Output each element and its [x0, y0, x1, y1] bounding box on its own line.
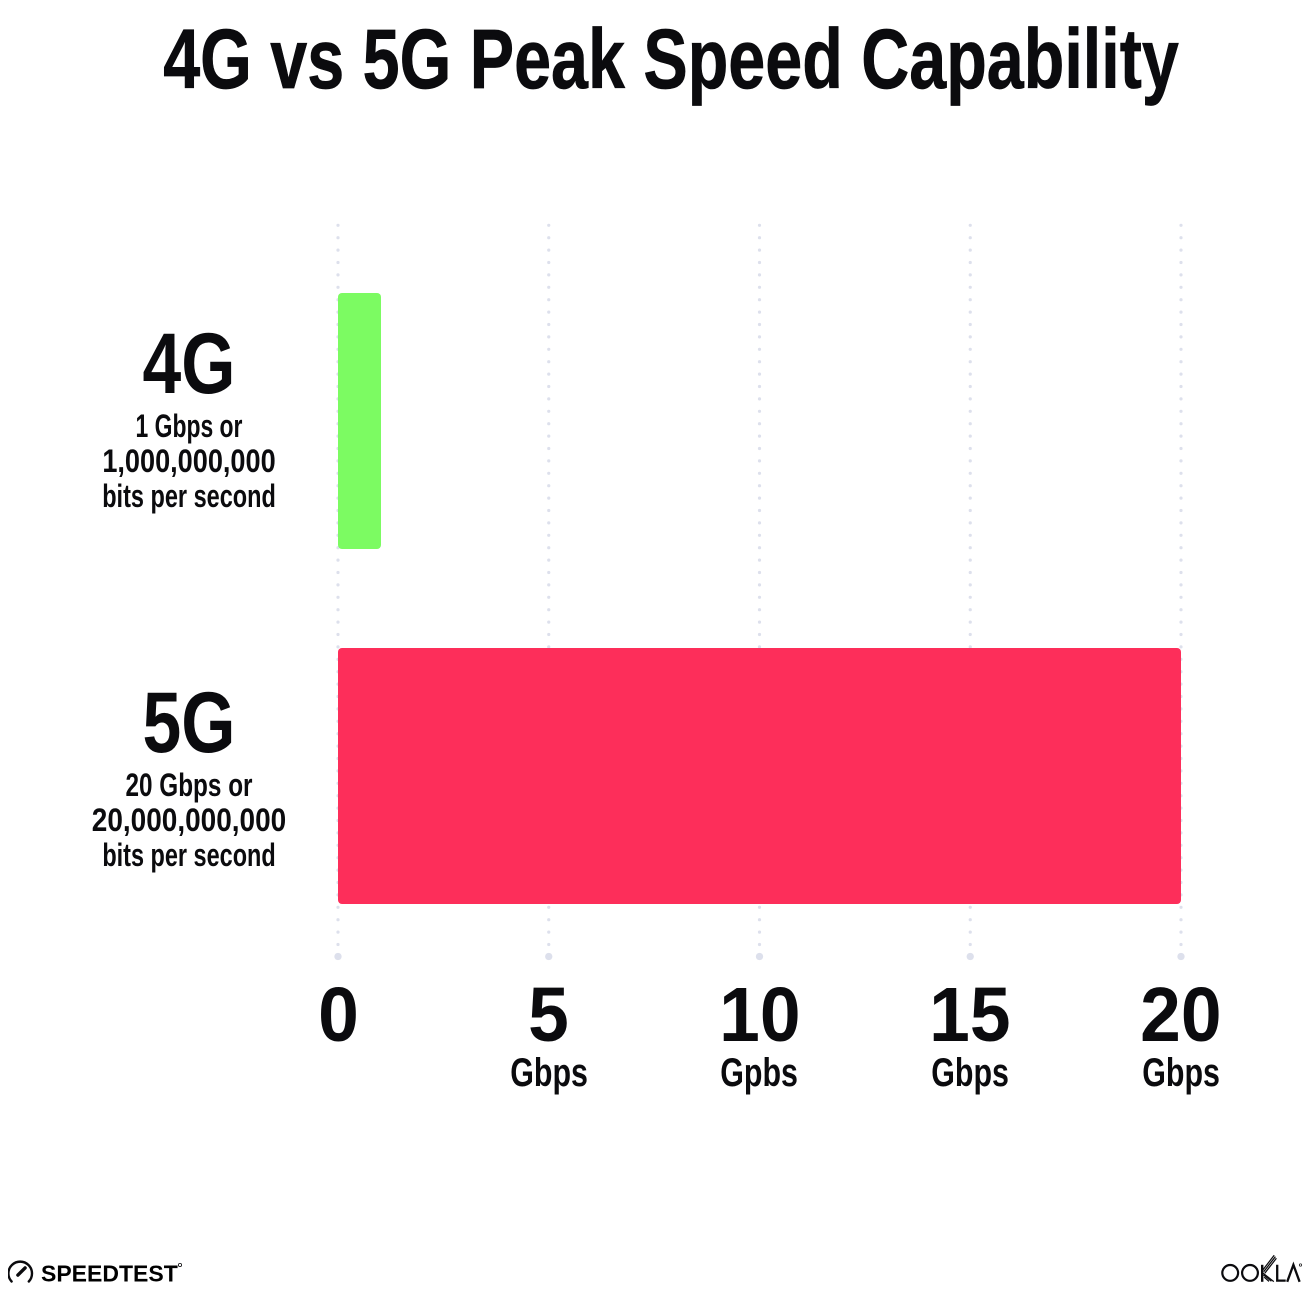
svg-text:SPEEDTEST: SPEEDTEST: [41, 1261, 178, 1287]
